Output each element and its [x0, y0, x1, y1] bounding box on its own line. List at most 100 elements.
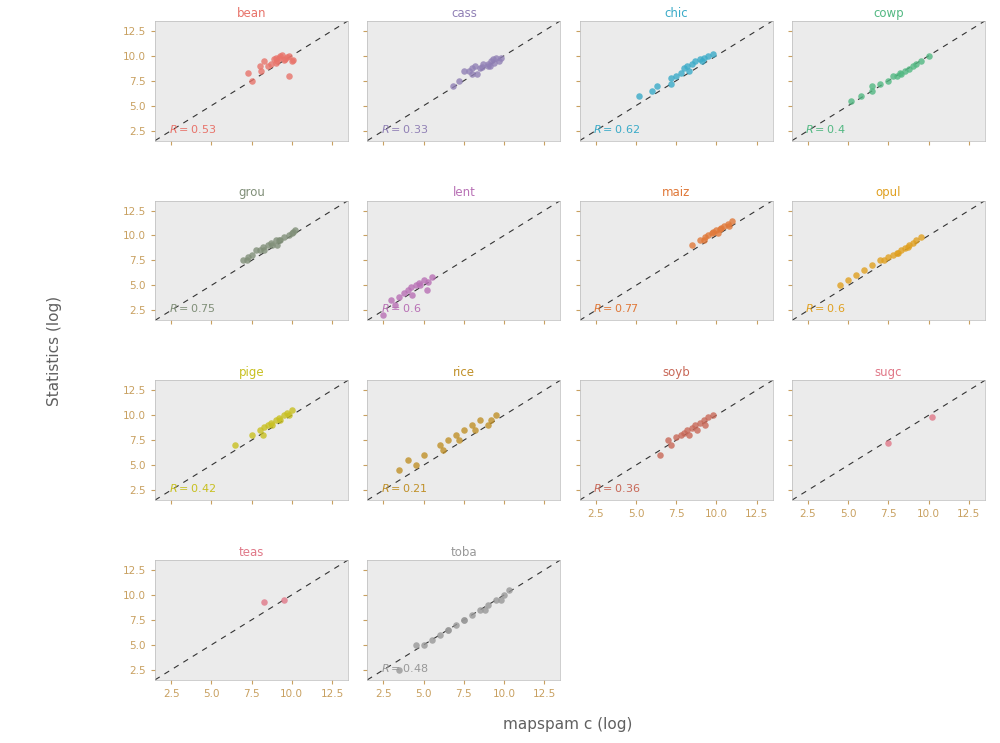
- Point: [687, 55, 703, 67]
- Point: [704, 227, 720, 239]
- Point: [921, 50, 937, 62]
- Point: [264, 239, 280, 251]
- Point: [872, 78, 888, 90]
- Text: $R = 0.48$: $R = 0.48$: [381, 662, 428, 674]
- Title: teas: teas: [239, 546, 264, 559]
- Point: [848, 270, 864, 282]
- Point: [908, 58, 924, 70]
- Title: lent: lent: [452, 186, 475, 199]
- Point: [474, 61, 490, 73]
- Title: cowp: cowp: [873, 7, 904, 19]
- Title: pige: pige: [239, 366, 264, 379]
- Point: [240, 252, 256, 264]
- Title: opul: opul: [876, 186, 901, 199]
- Point: [252, 244, 268, 256]
- Point: [440, 624, 456, 636]
- Point: [467, 424, 483, 436]
- Point: [256, 421, 272, 433]
- Point: [252, 424, 268, 436]
- Point: [488, 594, 504, 606]
- Point: [271, 412, 287, 424]
- Point: [451, 434, 467, 446]
- Point: [644, 85, 660, 97]
- Point: [496, 589, 512, 601]
- Point: [885, 70, 901, 82]
- Point: [472, 604, 488, 616]
- Point: [856, 265, 872, 276]
- Point: [240, 67, 256, 79]
- Point: [456, 424, 472, 436]
- Point: [676, 62, 692, 74]
- Point: [451, 75, 467, 87]
- Point: [679, 59, 695, 71]
- Point: [684, 239, 700, 251]
- Point: [281, 70, 297, 82]
- Point: [720, 218, 736, 230]
- Point: [440, 434, 456, 446]
- Point: [456, 614, 472, 626]
- Point: [486, 56, 502, 68]
- Point: [448, 619, 464, 631]
- Point: [408, 459, 424, 471]
- Point: [268, 52, 284, 64]
- Point: [843, 95, 859, 107]
- Point: [480, 58, 496, 70]
- Point: [631, 90, 647, 102]
- Point: [485, 53, 501, 65]
- Point: [477, 604, 493, 616]
- Point: [269, 239, 285, 251]
- Point: [256, 596, 272, 608]
- Point: [696, 52, 712, 64]
- Point: [285, 53, 301, 65]
- Point: [445, 80, 461, 91]
- Text: $R = 0.77$: $R = 0.77$: [593, 302, 639, 314]
- Point: [400, 454, 416, 466]
- Point: [268, 56, 284, 68]
- Point: [472, 415, 488, 426]
- Point: [268, 415, 284, 426]
- Point: [279, 51, 295, 62]
- Point: [279, 407, 295, 419]
- Point: [905, 59, 921, 71]
- Point: [272, 235, 288, 247]
- Point: [652, 450, 668, 461]
- Point: [913, 55, 929, 67]
- Point: [893, 244, 909, 256]
- Text: $R = 0.42$: $R = 0.42$: [169, 482, 216, 494]
- Point: [464, 62, 480, 74]
- Point: [649, 80, 665, 91]
- Point: [416, 639, 432, 651]
- Title: toba: toba: [451, 546, 477, 559]
- Point: [420, 276, 436, 288]
- Point: [480, 59, 496, 71]
- Text: $R = 0.75$: $R = 0.75$: [169, 302, 215, 314]
- Point: [244, 75, 260, 87]
- Point: [276, 409, 292, 421]
- Point: [684, 422, 700, 434]
- Point: [708, 224, 724, 236]
- Text: $R = 0.21$: $R = 0.21$: [381, 482, 427, 494]
- Point: [687, 419, 703, 431]
- Point: [696, 415, 712, 426]
- Point: [483, 55, 499, 67]
- Point: [697, 232, 713, 244]
- Point: [880, 437, 896, 449]
- Title: cass: cass: [451, 7, 477, 19]
- Title: maiz: maiz: [662, 186, 690, 199]
- Point: [840, 274, 856, 286]
- Point: [284, 404, 300, 416]
- Text: $R = 0.6$: $R = 0.6$: [805, 302, 846, 314]
- Point: [705, 227, 721, 239]
- Text: mapspam c (log): mapspam c (log): [503, 717, 633, 732]
- Point: [901, 63, 917, 75]
- Point: [391, 664, 407, 676]
- Point: [692, 235, 708, 247]
- Point: [287, 224, 303, 236]
- Point: [889, 70, 905, 82]
- Point: [673, 429, 689, 441]
- Point: [268, 235, 284, 247]
- Point: [403, 282, 419, 293]
- Point: [716, 220, 732, 232]
- Point: [864, 259, 880, 271]
- Point: [464, 419, 480, 431]
